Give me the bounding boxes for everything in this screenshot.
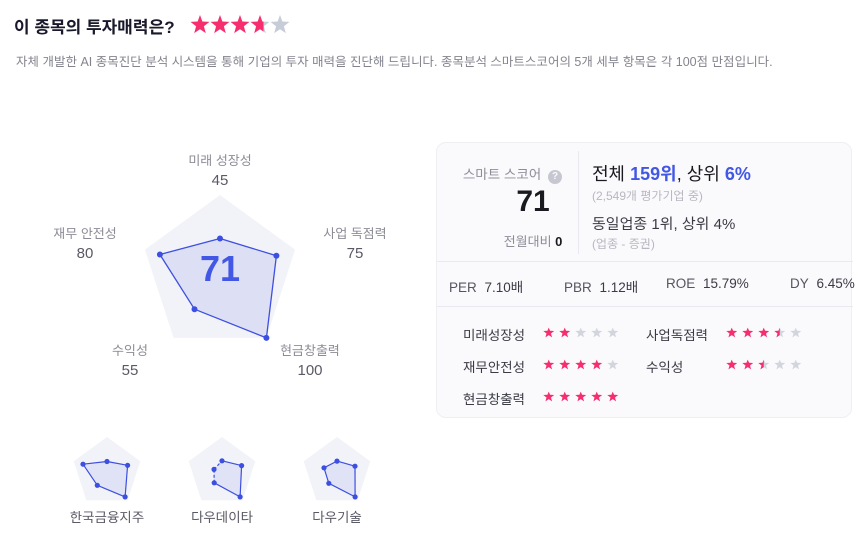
- svg-text:사업 독점력: 사업 독점력: [323, 226, 386, 241]
- svg-text:재무 안전성: 재무 안전성: [53, 226, 116, 241]
- svg-text:미래 성장성: 미래 성장성: [188, 153, 251, 168]
- svg-text:75: 75: [347, 245, 364, 262]
- svg-text:100: 100: [297, 362, 322, 379]
- svg-text:80: 80: [77, 245, 94, 262]
- svg-text:45: 45: [212, 172, 229, 189]
- svg-text:현금창출력: 현금창출력: [280, 343, 340, 358]
- svg-text:55: 55: [122, 362, 139, 379]
- svg-text:수익성: 수익성: [112, 343, 148, 358]
- svg-text:71: 71: [200, 248, 240, 289]
